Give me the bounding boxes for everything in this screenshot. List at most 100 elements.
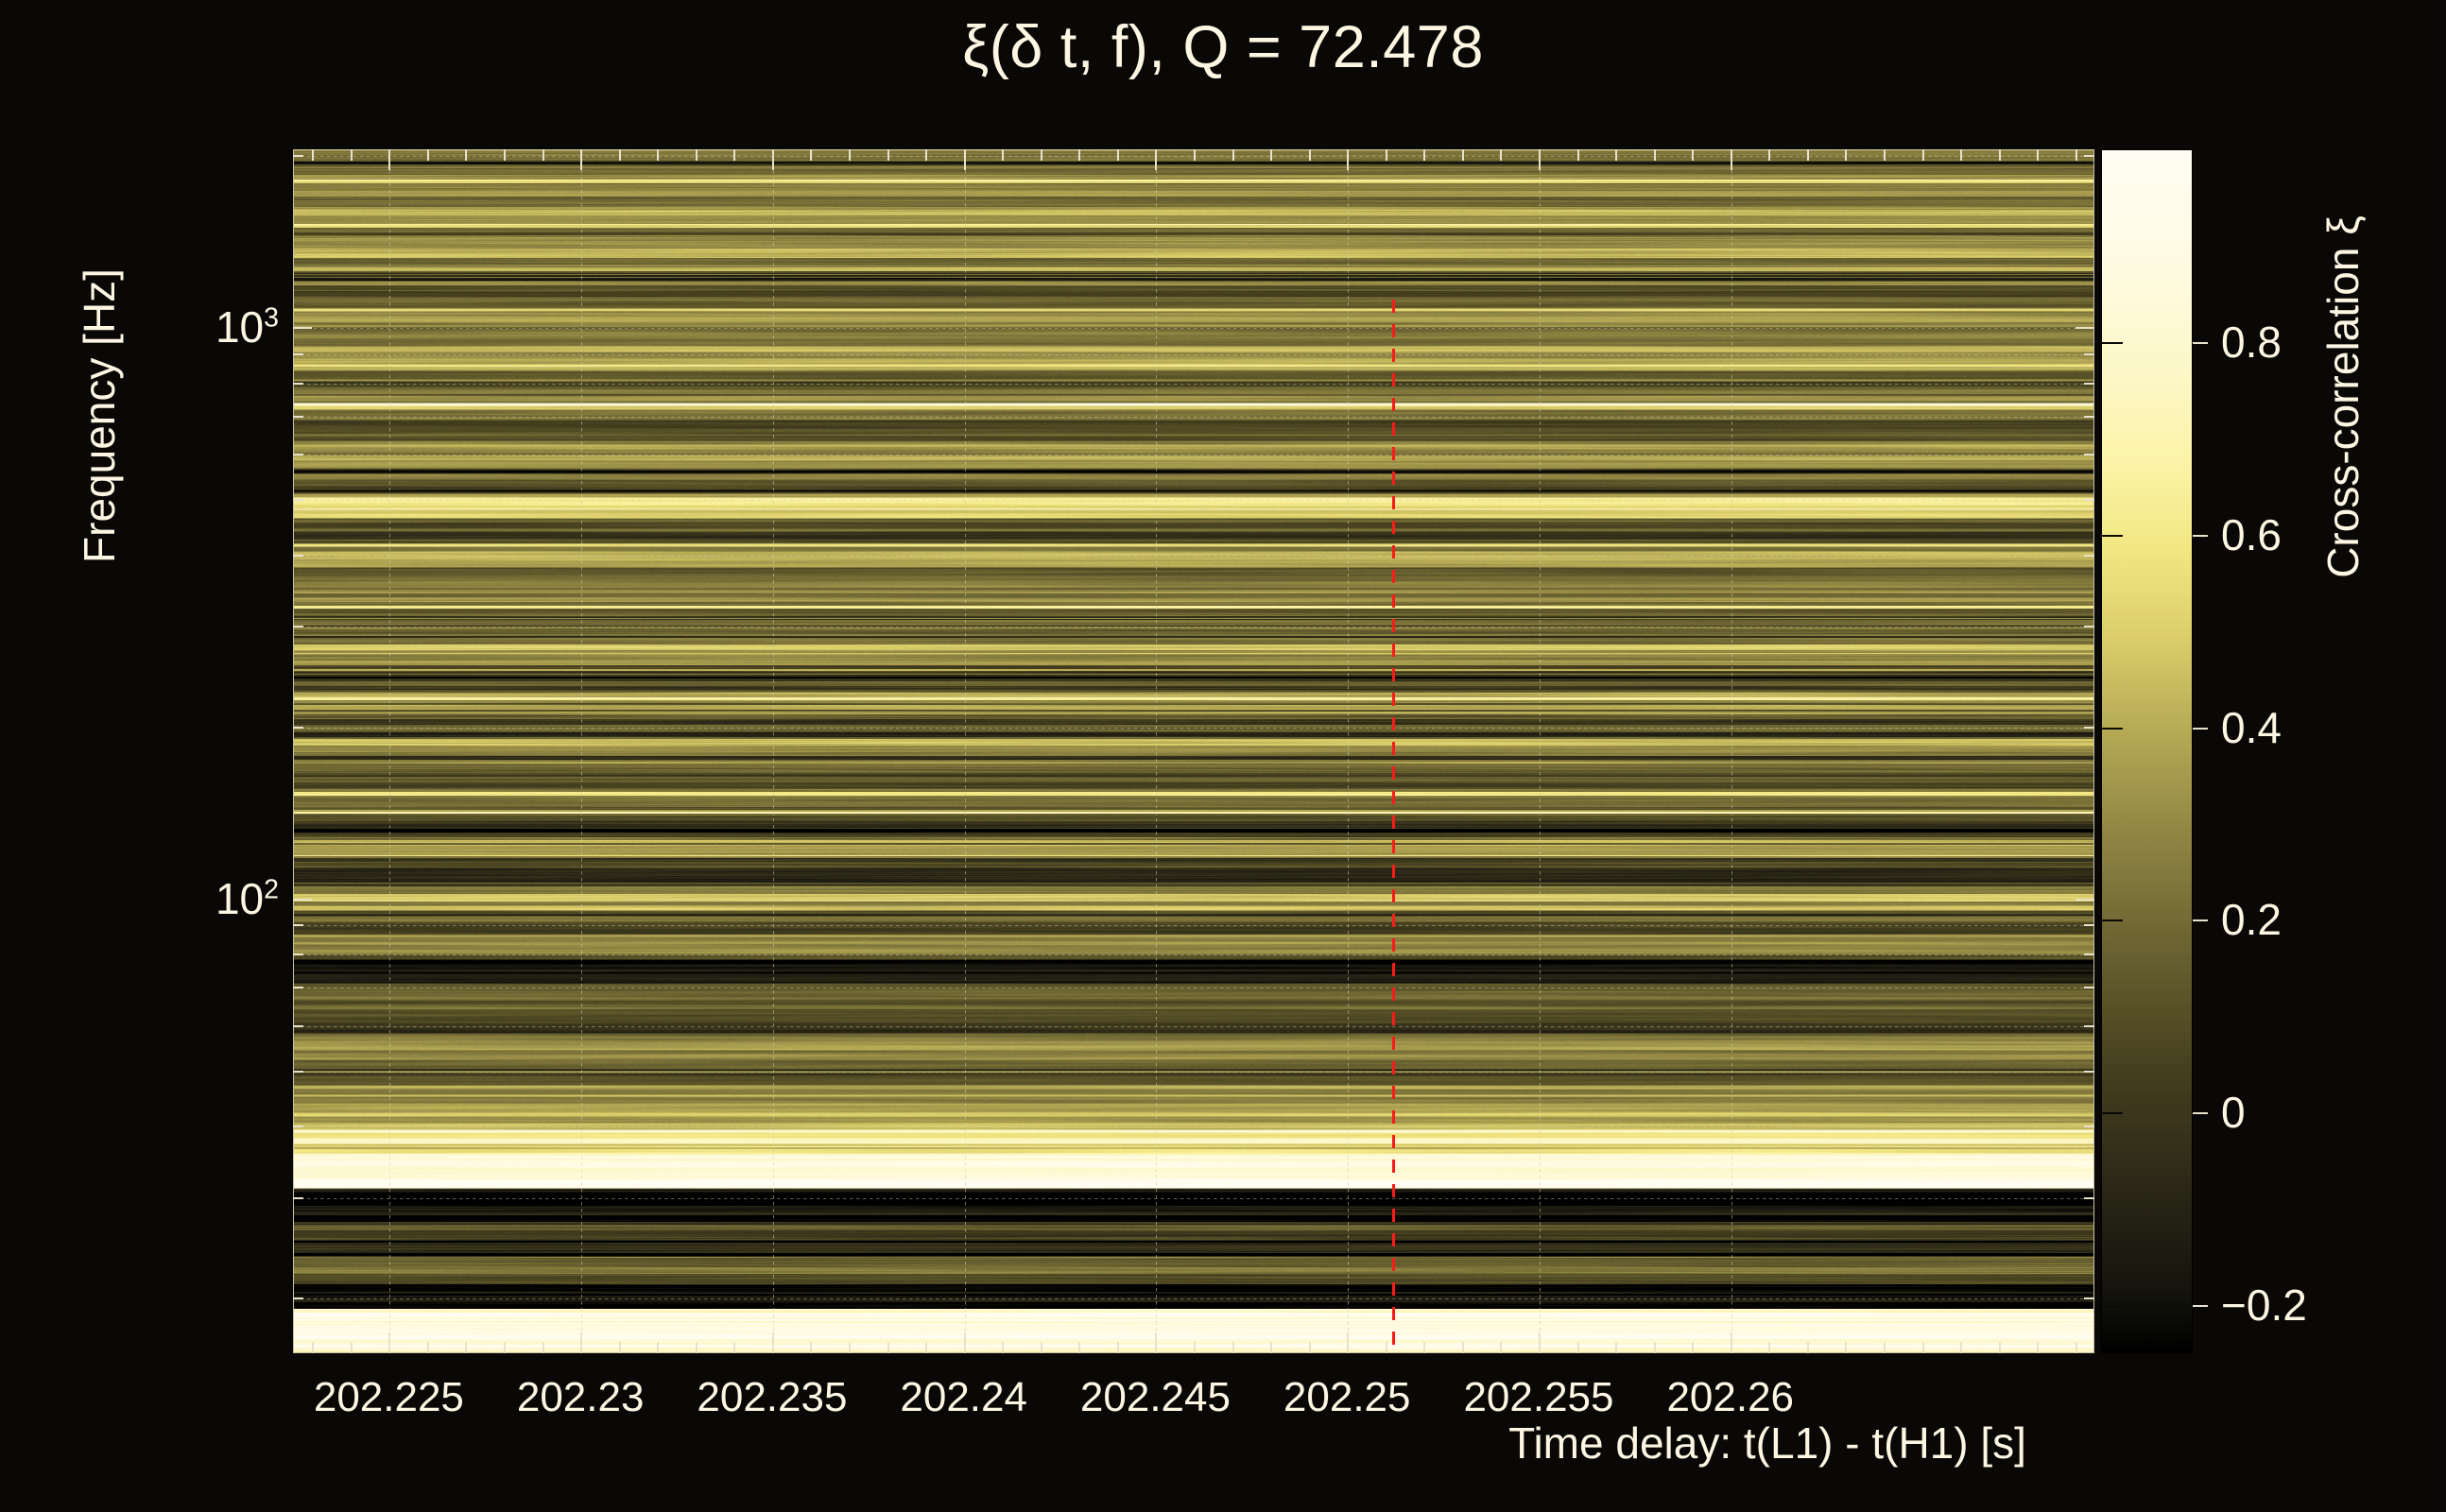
- colorbar-tick-label: 0: [2221, 1088, 2246, 1138]
- y-axis-minor-tick: [293, 1125, 303, 1128]
- chart-title: ξ(δ t, f), Q = 72.478: [962, 14, 1484, 80]
- x-axis-tick: [388, 1332, 391, 1353]
- colorbar-tick: [2102, 341, 2123, 344]
- x-axis-minor-tick: [1653, 149, 1656, 161]
- colorbar-tick-outer: [2193, 1305, 2208, 1308]
- colorbar-tick: [2102, 919, 2123, 922]
- x-axis-minor-tick: [1270, 1342, 1273, 1353]
- x-axis-minor-tick: [1692, 149, 1695, 161]
- y-axis-tick-mantissa: 10: [215, 302, 265, 352]
- x-axis-tick-label: 202.24: [900, 1374, 1027, 1420]
- x-axis-minor-tick: [350, 149, 353, 161]
- y-axis-minor-tick: [2084, 1024, 2094, 1027]
- x-axis-minor-tick: [1615, 149, 1618, 161]
- colorbar-tick-outer: [2193, 919, 2208, 922]
- y-axis-minor-tick: [293, 924, 303, 927]
- y-axis-minor-tick: [293, 626, 303, 628]
- x-axis-minor-tick: [1040, 1342, 1042, 1353]
- y-axis-minor-tick: [293, 987, 303, 989]
- colorbar-tick-outer: [2193, 534, 2208, 537]
- x-axis-minor-tick: [1116, 149, 1119, 161]
- y-axis-minor-tick: [293, 352, 303, 355]
- y-axis-minor-tick: [293, 554, 303, 557]
- y-axis-minor-tick: [293, 382, 303, 385]
- x-axis-tick: [1155, 149, 1158, 170]
- y-axis-tick-mantissa: 10: [215, 873, 265, 923]
- x-axis-minor-tick: [925, 149, 928, 161]
- y-axis-tick: [2076, 898, 2094, 901]
- x-axis-minor-tick: [618, 1342, 621, 1353]
- x-axis-tick: [1155, 1332, 1158, 1353]
- x-axis-tick: [1730, 149, 1732, 170]
- y-axis-tick-exponent: 3: [264, 302, 279, 334]
- x-axis-minor-tick: [1998, 149, 2001, 161]
- x-axis-minor-tick: [1232, 149, 1234, 161]
- x-axis-minor-tick: [1768, 149, 1771, 161]
- x-axis-minor-tick: [1576, 1342, 1579, 1353]
- colorbar-tick: [2102, 534, 2123, 537]
- x-axis-minor-tick: [657, 1342, 660, 1353]
- x-axis-minor-tick: [849, 149, 852, 161]
- colorbar-tick-outer: [2193, 341, 2208, 344]
- x-axis-minor-tick: [887, 1342, 889, 1353]
- x-axis-minor-tick: [426, 1342, 429, 1353]
- colorbar-tick: [2102, 1305, 2123, 1308]
- y-axis-minor-tick: [2084, 626, 2094, 628]
- colorbar[interactable]: [2101, 149, 2193, 1353]
- colorbar-tick: [2102, 1112, 2123, 1115]
- y-axis-tick-label: 102: [137, 873, 279, 924]
- y-axis-minor-tick: [2084, 1070, 2094, 1073]
- x-axis-minor-tick: [1002, 149, 1005, 161]
- y-axis-tick: [293, 898, 312, 901]
- y-axis-tick-exponent: 2: [264, 874, 279, 905]
- x-axis-minor-tick: [1960, 1342, 1963, 1353]
- x-axis-minor-tick: [1692, 1342, 1695, 1353]
- x-axis-minor-tick: [1806, 149, 1809, 161]
- x-axis-tick-label: 202.235: [697, 1374, 848, 1420]
- x-axis-tick-label: 202.245: [1079, 1374, 1231, 1420]
- x-axis-minor-tick: [1921, 149, 1924, 161]
- x-axis-minor-tick: [1845, 1342, 1848, 1353]
- x-axis-minor-tick: [1308, 149, 1311, 161]
- x-axis-minor-tick: [1921, 1342, 1924, 1353]
- heatmap-image: [294, 150, 2093, 1352]
- x-axis-minor-tick: [1423, 1342, 1426, 1353]
- y-axis-minor-tick: [2084, 352, 2094, 355]
- x-axis-tick-label: 202.255: [1463, 1374, 1614, 1420]
- x-axis-minor-tick: [1845, 149, 1848, 161]
- x-axis-minor-tick: [695, 1342, 698, 1353]
- x-axis-minor-tick: [1040, 149, 1042, 161]
- x-axis-minor-tick: [925, 1342, 928, 1353]
- x-axis-tick: [1730, 1332, 1732, 1353]
- y-axis-minor-tick: [2084, 382, 2094, 385]
- x-axis-minor-tick: [1768, 1342, 1771, 1353]
- y-axis-minor-tick: [2084, 987, 2094, 989]
- y-axis-minor-tick: [2084, 1196, 2094, 1199]
- x-axis-minor-tick: [733, 1342, 736, 1353]
- y-axis-minor-tick: [2084, 726, 2094, 729]
- x-axis-minor-tick: [1232, 1342, 1234, 1353]
- y-axis-minor-tick: [2084, 1297, 2094, 1300]
- x-axis-minor-tick: [1883, 149, 1886, 161]
- y-axis-minor-tick: [293, 1196, 303, 1199]
- y-axis-minor-tick: [293, 415, 303, 418]
- y-axis-minor-tick: [293, 499, 303, 502]
- colorbar-tick-label: 0.4: [2221, 702, 2282, 752]
- x-axis-minor-tick: [887, 149, 889, 161]
- x-axis-minor-tick: [1500, 1342, 1503, 1353]
- x-axis-minor-tick: [810, 149, 813, 161]
- x-axis-minor-tick: [426, 149, 429, 161]
- x-axis-minor-tick: [504, 149, 507, 161]
- x-axis-minor-tick: [1653, 1342, 1656, 1353]
- x-axis-minor-tick: [1423, 149, 1426, 161]
- y-axis-minor-tick: [2084, 924, 2094, 927]
- heatmap-plot-area[interactable]: [293, 149, 2094, 1353]
- y-axis-minor-tick: [2084, 454, 2094, 456]
- x-axis-minor-tick: [1500, 149, 1503, 161]
- x-axis-minor-tick: [542, 1342, 544, 1353]
- x-axis-minor-tick: [1308, 1342, 1311, 1353]
- x-axis-minor-tick: [1194, 149, 1196, 161]
- colorbar-title: Cross-correlation ξ: [2318, 215, 2368, 578]
- x-axis-minor-tick: [2037, 149, 2040, 161]
